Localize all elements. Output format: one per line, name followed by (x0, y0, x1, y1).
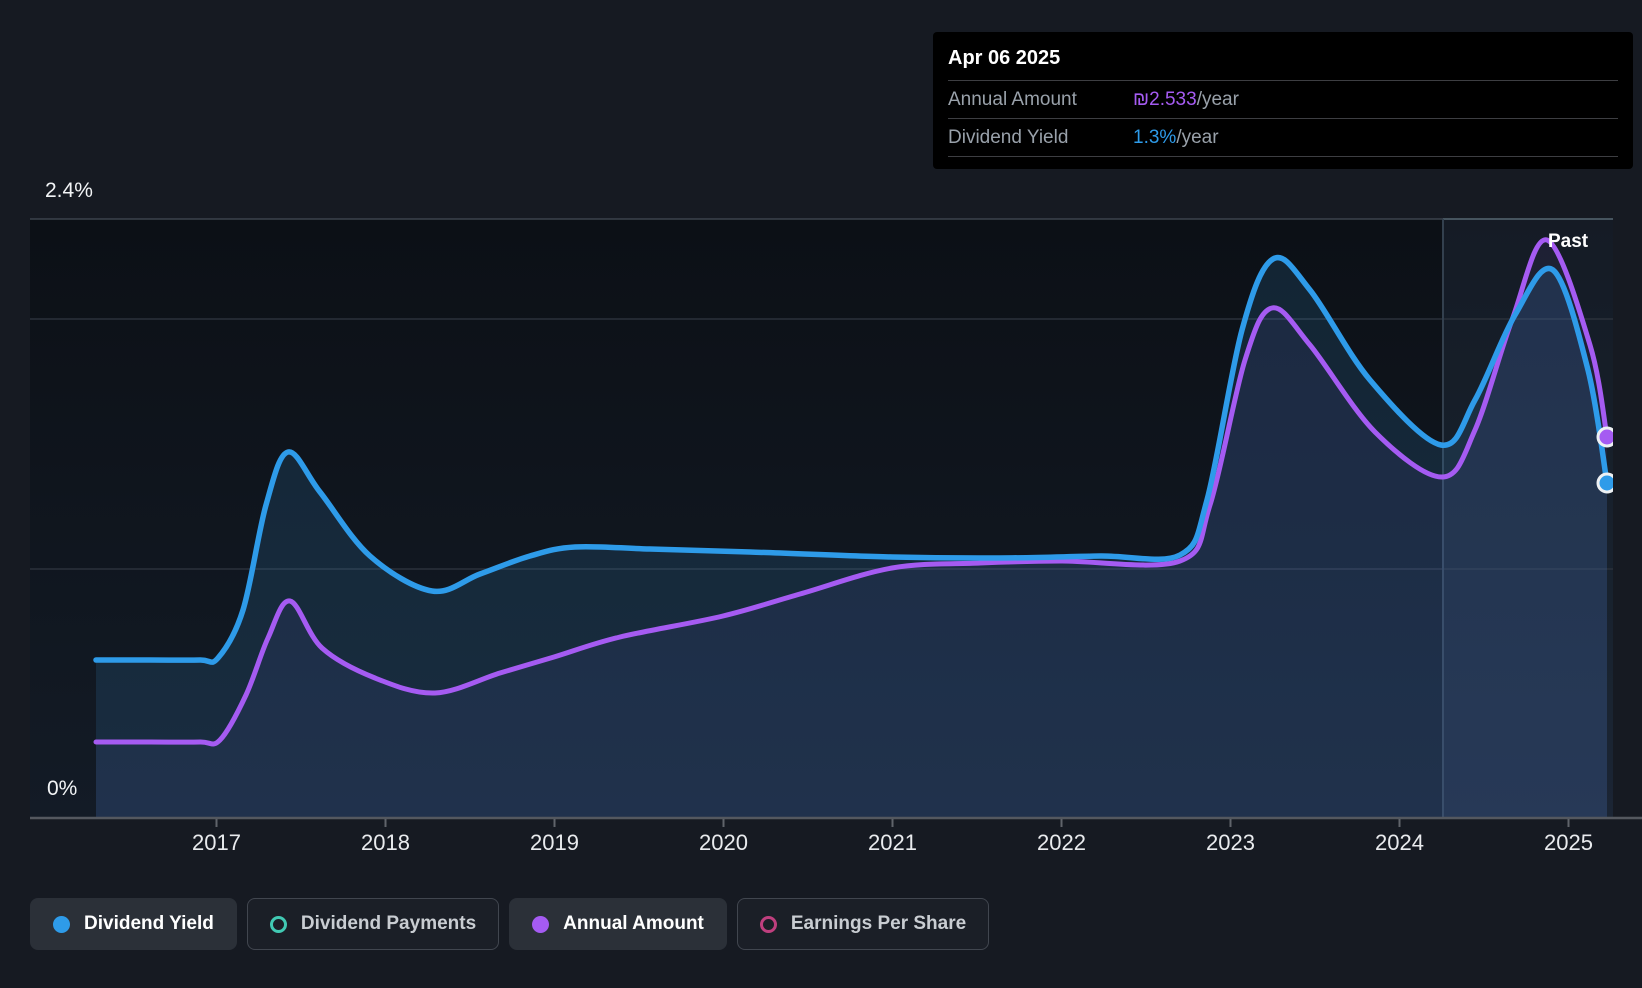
tooltip-label: Dividend Yield (948, 126, 1069, 148)
series-group (93, 237, 1613, 818)
dividend-yield-marker-icon (53, 915, 70, 933)
x-axis-label-2019: 2019 (530, 830, 579, 855)
x-axis-label-2022: 2022 (1037, 830, 1086, 855)
tooltip-value: ₪2.533 (1133, 88, 1197, 110)
tooltip-date: Apr 06 2025 (948, 46, 1061, 69)
tooltip-value: 1.3% (1133, 126, 1177, 148)
dividend-payments-marker-icon (269, 915, 287, 933)
series-endpoint-marker (1596, 426, 1613, 448)
earnings-per-share-marker-icon (759, 915, 777, 933)
tooltip-row-annual-amount: Annual Amount ₪2.533/year (948, 80, 1618, 118)
x-axis-label-2021: 2021 (868, 830, 917, 855)
x-axis-label-2020: 2020 (699, 830, 748, 855)
dividend-yield-line (93, 254, 1610, 665)
legend-chip-annual-amount[interactable]: Annual Amount (509, 898, 727, 950)
chart-legend: Dividend Yield Dividend Payments Annual Am… (30, 898, 990, 950)
legend-chip-label: Dividend Payments (300, 913, 477, 934)
x-axis-label-2017: 2017 (192, 830, 241, 855)
x-axis-label-2018: 2018 (361, 830, 410, 855)
legend-chip-label: Annual Amount (563, 913, 704, 934)
annual-amount-marker-icon (532, 915, 550, 933)
tooltip-label: Annual Amount (948, 88, 1077, 110)
chart-tooltip: Apr 06 2025 Annual Amount ₪2.533/year Di… (933, 32, 1633, 169)
past-region-label: Past (1548, 231, 1589, 252)
y-axis-label-zero: 0% (47, 777, 78, 800)
x-axis-label-2023: 2023 (1206, 830, 1255, 855)
legend-chip-label: Dividend Yield (84, 913, 214, 934)
x-axis-label-2024: 2024 (1375, 830, 1424, 855)
annual-amount-line (93, 237, 1610, 747)
tooltip-suffix: /year (1176, 126, 1219, 148)
x-axis-label-2025: 2025 (1544, 830, 1593, 855)
series-endpoint-marker (1596, 472, 1613, 494)
y-axis-label-max: 2.4% (45, 179, 93, 202)
legend-chip-dividend-yield[interactable]: Dividend Yield (30, 898, 237, 950)
legend-chip-label: Earnings Per Share (790, 913, 967, 934)
tooltip-suffix: /year (1196, 88, 1239, 110)
legend-chip-earnings-per-share[interactable]: Earnings Per Share (736, 898, 990, 950)
tooltip-row-dividend-yield: Dividend Yield 1.3%/year (948, 118, 1618, 157)
legend-chip-dividend-payments[interactable]: Dividend Payments (246, 898, 500, 950)
annual-amount-line-area (96, 239, 1607, 818)
